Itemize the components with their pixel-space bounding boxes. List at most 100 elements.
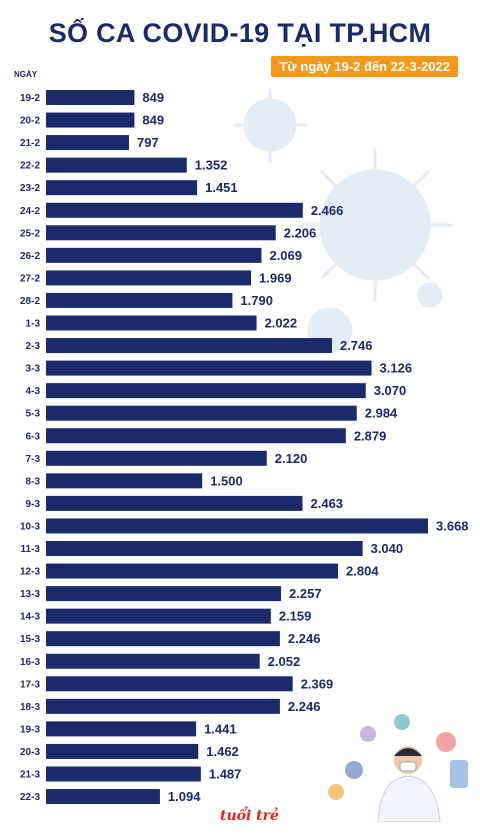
bar [46,743,199,759]
bar [46,383,366,399]
bar [46,541,363,556]
value-label: 1.352 [195,158,228,173]
value-label: 2.463 [311,496,344,511]
chart-title: SỐ CA COVID-19 TẠI TP.HCM [48,18,432,48]
category-label: 23-2 [20,183,40,194]
category-label: 21-3 [20,770,40,781]
bar [46,563,339,579]
category-label: 11-3 [21,544,41,555]
value-label: 1.451 [205,180,238,195]
bar [46,721,197,737]
category-label: 6-3 [26,431,41,442]
bar [46,157,187,173]
bar [46,428,346,444]
value-label: 1.790 [240,293,273,308]
category-label: 27-2 [20,273,40,284]
category-label: 16-3 [20,657,40,668]
bar [46,473,203,489]
bar [46,270,252,286]
category-label: 10-3 [20,521,40,532]
value-label: 849 [142,113,164,128]
value-label: 797 [137,135,159,150]
category-label: 19-2 [20,93,40,104]
category-label: 25-2 [20,228,40,239]
bar [46,180,198,196]
category-label: 21-2 [20,138,40,149]
category-label: 28-2 [20,296,40,307]
value-label: 1.487 [209,767,242,782]
value-label: 1.462 [206,744,239,759]
bar [46,450,267,466]
bar [46,405,357,421]
bar [46,90,135,105]
value-label: 1.441 [204,721,237,736]
category-label: 26-2 [20,251,40,262]
bar [46,135,130,151]
bar [46,653,260,669]
value-label: 849 [142,90,164,105]
value-label: 3.668 [436,518,469,533]
medical-staff-illustration [328,714,468,822]
tuoi-tre-logo: tuổi trẻ [220,808,279,824]
value-label: 2.246 [288,699,321,714]
value-label: 2.369 [301,676,334,691]
value-label: 2.052 [268,654,301,669]
category-label: 22-3 [20,792,40,803]
value-label: 2.159 [279,609,312,624]
value-label: 2.746 [340,338,373,353]
value-label: 2.984 [365,406,398,421]
category-label: 2-3 [26,341,41,352]
bar [46,586,282,602]
y-axis-title: NGÀY [14,70,38,79]
bar [46,518,428,534]
value-label: 1.969 [259,270,292,285]
value-label: 3.070 [374,383,407,398]
value-label: 2.206 [284,225,317,240]
bar [46,112,135,128]
category-label: 17-3 [20,679,40,690]
bar [46,202,303,218]
value-label: 2.069 [269,248,302,263]
bar [46,315,257,331]
category-label: 3-3 [26,364,41,375]
bar [46,247,262,263]
bar [46,676,293,692]
category-label: 8-3 [26,476,41,487]
value-label: 3.040 [371,541,404,556]
bar [46,360,372,376]
category-label: 20-2 [20,116,40,127]
bar [46,608,271,624]
bar [46,495,303,511]
value-label: 1.094 [168,789,201,804]
category-label: 24-2 [20,206,40,217]
value-label: 2.879 [354,428,387,443]
value-label: 2.466 [311,203,344,218]
bar [46,292,233,308]
bar [46,766,201,782]
bar [46,225,276,241]
bar [46,631,280,647]
value-label: 3.126 [380,361,413,376]
category-label: 20-3 [20,747,40,758]
category-label: 18-3 [20,702,40,713]
category-label: 22-2 [20,161,40,172]
category-label: 15-3 [20,634,40,645]
bar [46,789,160,805]
category-label: 19-3 [20,724,40,735]
value-label: 2.246 [288,631,321,646]
category-label: 1-3 [26,319,41,330]
category-label: 14-3 [20,612,40,623]
value-label: 2.022 [265,316,298,331]
value-label: 2.804 [346,564,379,579]
value-label: 1.500 [210,473,243,488]
category-label: 4-3 [26,386,41,397]
bar [46,698,280,714]
category-label: 5-3 [26,409,41,420]
date-range-badge: Từ ngày 19-2 đến 22-3-2022 [271,56,458,77]
bar [46,338,332,354]
value-label: 2.120 [275,451,308,466]
category-label: 7-3 [26,454,41,465]
category-label: 13-3 [20,589,40,600]
